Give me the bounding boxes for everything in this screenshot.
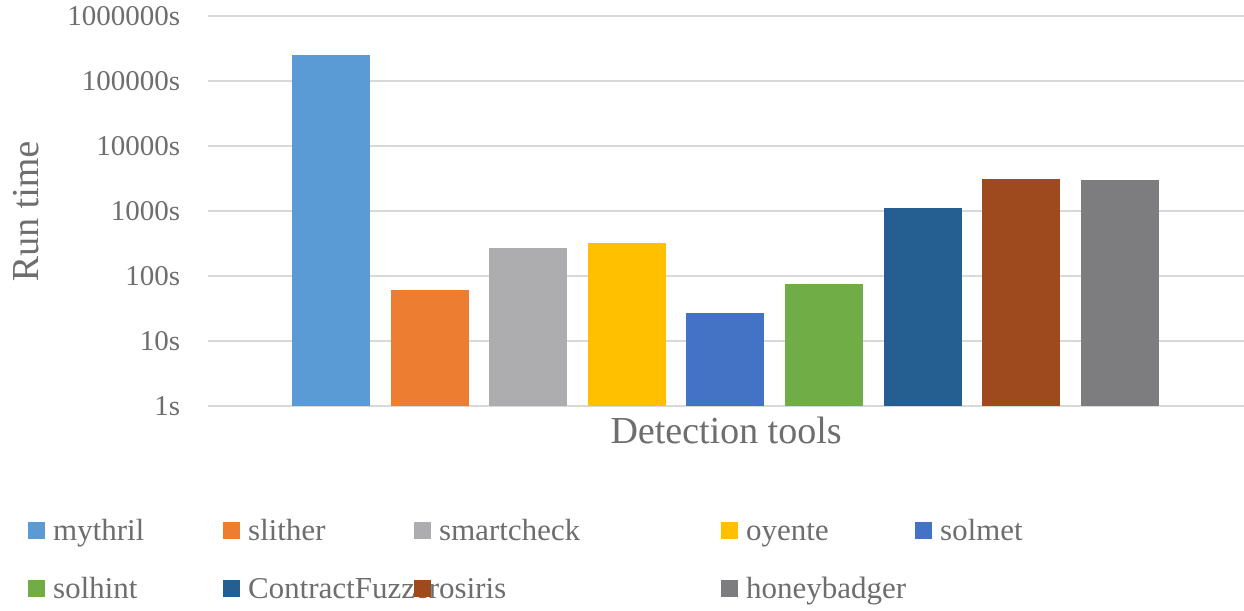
bar-mythril — [292, 55, 370, 406]
bar-osiris — [982, 179, 1060, 406]
legend-label: solhint — [53, 570, 138, 605]
x-axis-title: Detection tools — [610, 410, 842, 452]
legend-label: slither — [248, 512, 326, 547]
plot-area — [208, 15, 1244, 407]
legend-label: honeybadger — [746, 570, 907, 605]
legend-item-mythril: mythril — [28, 512, 145, 547]
bar-solmet — [686, 313, 764, 406]
y-tick-label: 100s — [125, 260, 180, 292]
y-tick-label: 1000s — [110, 195, 180, 227]
gridline — [208, 210, 1244, 212]
legend-swatch — [721, 521, 738, 539]
gridline — [208, 405, 1244, 407]
legend-label: solmet — [940, 512, 1023, 547]
legend-label: oyente — [746, 512, 829, 547]
gridline — [208, 145, 1244, 147]
gridline — [208, 15, 1244, 17]
y-tick-label: 100000s — [81, 65, 180, 97]
legend-item-ContractFuzzer: ContractFuzzer — [223, 570, 440, 605]
gridline — [208, 80, 1244, 82]
legend-item-solhint: solhint — [28, 570, 138, 605]
legend-item-oyente: oyente — [721, 512, 829, 547]
legend-swatch — [223, 521, 240, 539]
y-tick-label: 1s — [154, 390, 180, 422]
gridline — [208, 275, 1244, 277]
legend-swatch — [721, 579, 738, 597]
legend-swatch — [915, 521, 932, 539]
legend-item-honeybadger: honeybadger — [721, 570, 907, 605]
legend-item-slither: slither — [223, 512, 326, 547]
legend-swatch — [223, 579, 240, 597]
bar-honeybadger — [1081, 180, 1159, 406]
legend-label: mythril — [53, 512, 145, 547]
legend-item-solmet: solmet — [915, 512, 1023, 547]
bar-slither — [391, 290, 469, 406]
legend-swatch — [28, 579, 45, 597]
legend-swatch — [414, 579, 431, 597]
bar-oyente — [588, 243, 666, 406]
bar-solhint — [785, 284, 863, 406]
legend-label: ContractFuzzer — [248, 570, 440, 605]
y-tick-label: 1000000s — [67, 0, 180, 32]
y-tick-label: 10000s — [96, 130, 180, 162]
legend-item-smartcheck: smartcheck — [414, 512, 581, 547]
legend-swatch — [414, 521, 431, 539]
bar-ContractFuzzer — [884, 208, 962, 406]
legend-label: smartcheck — [439, 512, 581, 547]
legend-item-osiris: osiris — [414, 570, 507, 605]
legend-label: osiris — [439, 570, 507, 605]
legend-swatch — [28, 521, 45, 539]
bar-smartcheck — [489, 248, 567, 406]
y-tick-label: 10s — [139, 325, 180, 357]
